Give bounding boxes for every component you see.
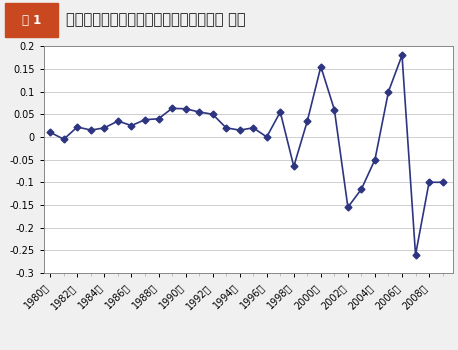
Text: ソフトウェア企業の出願特許数増加割合 割合: ソフトウェア企業の出願特許数増加割合 割合 bbox=[66, 13, 246, 28]
FancyBboxPatch shape bbox=[5, 3, 58, 37]
Text: 図 1: 図 1 bbox=[22, 14, 42, 27]
